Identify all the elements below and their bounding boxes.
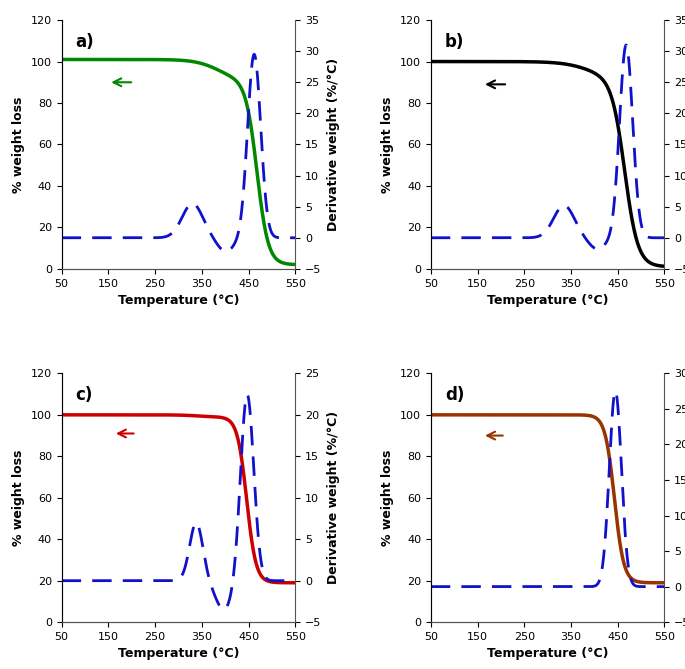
X-axis label: Temperature (°C): Temperature (°C) (118, 648, 239, 660)
Y-axis label: Derivative weight (%/°C): Derivative weight (%/°C) (327, 411, 340, 584)
X-axis label: Temperature (°C): Temperature (°C) (118, 294, 239, 307)
Y-axis label: % weight loss: % weight loss (382, 96, 395, 193)
Y-axis label: % weight loss: % weight loss (382, 450, 395, 546)
Text: b): b) (445, 33, 464, 51)
Y-axis label: % weight loss: % weight loss (12, 96, 25, 193)
X-axis label: Temperature (°C): Temperature (°C) (487, 294, 608, 307)
Text: a): a) (75, 33, 95, 51)
Text: d): d) (445, 386, 464, 404)
X-axis label: Temperature (°C): Temperature (°C) (487, 648, 608, 660)
Y-axis label: % weight loss: % weight loss (12, 450, 25, 546)
Y-axis label: Derivative weight (%/°C): Derivative weight (%/°C) (327, 58, 340, 231)
Text: c): c) (75, 386, 93, 404)
